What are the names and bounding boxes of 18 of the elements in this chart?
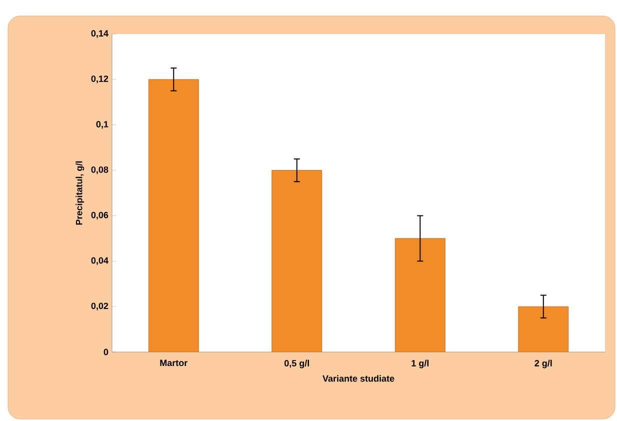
bar	[394, 238, 446, 352]
bar	[518, 306, 569, 352]
y-tick-label: 0,14	[91, 30, 108, 38]
bar	[148, 79, 199, 352]
x-tick-label: 0,5 g/l	[284, 360, 309, 368]
y-tick-label: 0,12	[91, 76, 108, 84]
x-tick-label: 2 g/l	[534, 360, 552, 368]
x-tick-label: 1 g/l	[412, 360, 428, 368]
y-tick-label: 0,06	[91, 212, 108, 220]
y-tick-label: 0,1	[96, 121, 108, 129]
y-axis-title: Precipitatul, g/l	[76, 161, 84, 225]
bar	[272, 170, 322, 352]
y-tick-label: 0,08	[91, 166, 108, 174]
y-tick-label: 0	[104, 348, 108, 356]
x-axis-title: Variante studiate	[322, 375, 394, 382]
y-tick-label: 0,04	[91, 257, 108, 265]
y-tick-label: 0,02	[91, 302, 108, 310]
x-tick-label: Martor	[160, 360, 188, 366]
